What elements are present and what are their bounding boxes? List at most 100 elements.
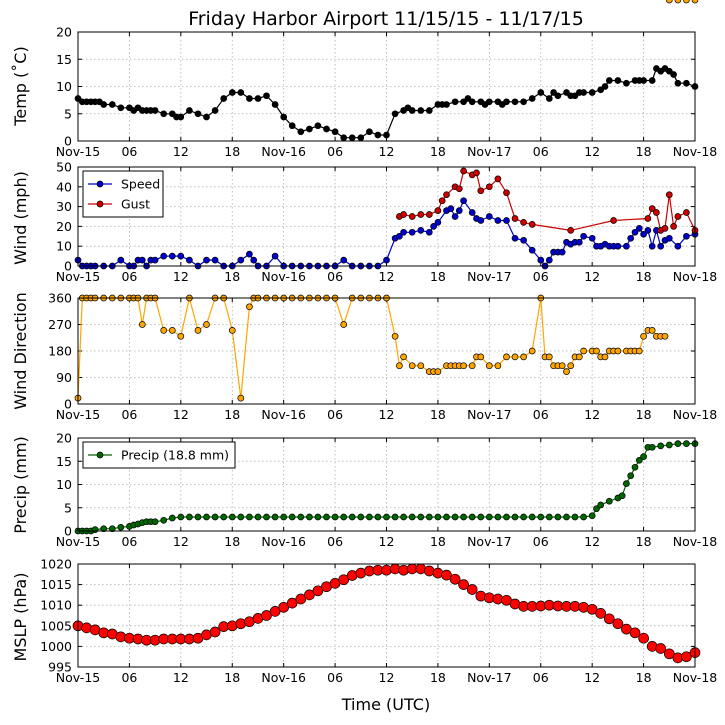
data-point-mslp: [612, 618, 624, 630]
data-point-temp: [383, 131, 390, 139]
x-tick-label-mslp: 18: [430, 670, 446, 685]
data-point-wind: [627, 234, 635, 242]
data-point-temp: [503, 98, 510, 106]
x-tick-label-wind: 06: [121, 269, 137, 284]
panel-mslp: 995 1000 1005 1010 1015 1020 Nov-15 06 12 18 Nov-1…: [11, 557, 717, 686]
data-point-precip: [648, 443, 656, 451]
legend-marker-precip: [96, 451, 104, 459]
data-point-precip: [665, 441, 673, 449]
data-point-precip: [331, 513, 339, 521]
x-tick-label-temp: 06: [327, 144, 343, 159]
y-tick-label-precip: 20: [56, 431, 72, 446]
x-tick-label-precip: 12: [379, 534, 395, 549]
y-tick-label-dir: 360: [48, 291, 72, 306]
data-point-precip: [168, 514, 176, 522]
data-point-precip: [485, 513, 493, 521]
data-point-precip: [417, 513, 425, 521]
data-point-wind: [610, 217, 617, 224]
data-point-temp: [520, 98, 527, 106]
data-point-precip: [425, 513, 433, 521]
data-point-dir: [396, 362, 403, 370]
data-point-dir: [683, 0, 690, 4]
data-point-dir: [246, 303, 253, 311]
data-point-dir: [545, 353, 553, 361]
data-point-temp: [254, 95, 262, 102]
data-point-precip: [460, 513, 467, 521]
data-point-temp: [614, 77, 622, 84]
x-tick-label-mslp: Nov-16: [261, 670, 306, 685]
x-tick-label-dir: 18: [636, 407, 652, 422]
data-point-mslp: [338, 574, 350, 586]
x-tick-label-wind: 06: [533, 269, 549, 284]
data-point-temp: [670, 71, 677, 78]
x-tick-label-dir: Nov-16: [261, 407, 306, 422]
data-point-dir: [528, 347, 536, 355]
x-tick-label-wind: 06: [327, 269, 343, 284]
data-point-precip: [554, 513, 562, 521]
x-tick-label-dir: 06: [533, 407, 549, 422]
data-point-precip: [631, 463, 639, 471]
data-point-precip: [468, 513, 476, 521]
y-tick-label-temp: 10: [56, 79, 72, 94]
legend-box-wind: [82, 170, 164, 218]
data-point-temp: [203, 113, 210, 121]
data-point-dir: [168, 327, 176, 334]
data-point-wind: [674, 213, 682, 220]
x-tick-label-temp: Nov-17: [467, 144, 511, 159]
data-point-dir: [228, 327, 236, 334]
data-point-wind: [503, 189, 510, 197]
data-point-dir: [674, 0, 682, 4]
data-point-precip: [623, 480, 630, 487]
y-tick-label-precip: 5: [64, 500, 72, 515]
data-point-temp: [186, 107, 193, 114]
data-point-wind: [396, 232, 403, 240]
data-point-wind: [425, 228, 433, 236]
data-point-wind: [138, 256, 146, 264]
y-axis-label-precip: Precip (mm): [11, 436, 30, 534]
data-point-precip: [494, 513, 502, 521]
data-point-wind: [186, 256, 193, 264]
y-tick-label-temp: 15: [56, 52, 72, 67]
legend-precip: Precip (18.8 mm): [82, 441, 236, 469]
data-point-dir: [558, 362, 566, 370]
plot-frame-temp: [77, 31, 696, 142]
data-point-wind: [537, 256, 545, 264]
legend-marker-wind: [96, 200, 104, 208]
x-tick-label-dir: Nov-18: [673, 407, 718, 422]
x-tick-label-precip: 12: [584, 534, 600, 549]
x-tick-label-temp: 12: [173, 144, 189, 159]
data-point-temp: [297, 128, 305, 136]
data-point-wind: [237, 256, 245, 264]
data-point-precip: [254, 513, 262, 521]
data-point-wind: [575, 238, 583, 246]
chart-title: Friday Harbor Airport 11/15/15 - 11/17/1…: [188, 8, 584, 30]
data-point-temp: [528, 95, 536, 102]
y-tick-label-precip: 0: [64, 524, 72, 539]
data-point-temp: [537, 89, 545, 96]
data-point-temp: [554, 92, 562, 100]
x-tick-label-mslp: Nov-18: [673, 670, 718, 685]
data-point-dir: [391, 332, 399, 340]
series-temp-0: [74, 65, 699, 142]
data-point-precip: [314, 513, 322, 521]
x-tick-label-mslp: 06: [533, 670, 549, 685]
data-point-wind: [383, 256, 390, 264]
data-point-precip: [117, 523, 125, 531]
data-point-dir: [203, 321, 210, 328]
data-point-precip: [563, 513, 570, 521]
data-point-wind: [434, 219, 442, 226]
x-tick-label-mslp: 12: [379, 670, 395, 685]
y-tick-label-wind: 10: [56, 239, 72, 254]
data-point-wind: [644, 215, 652, 222]
data-point-precip: [588, 512, 596, 520]
x-tick-label-temp: 06: [121, 144, 137, 159]
data-point-precip: [177, 513, 185, 521]
series-mslp-0: [72, 563, 701, 664]
data-point-dir: [567, 362, 575, 370]
plot-frame-precip: [77, 437, 696, 532]
series-wind-0: [74, 197, 699, 270]
x-tick-label-wind: 18: [430, 269, 446, 284]
data-point-wind: [168, 252, 176, 260]
y-tick-label-mslp: 995: [48, 660, 72, 675]
